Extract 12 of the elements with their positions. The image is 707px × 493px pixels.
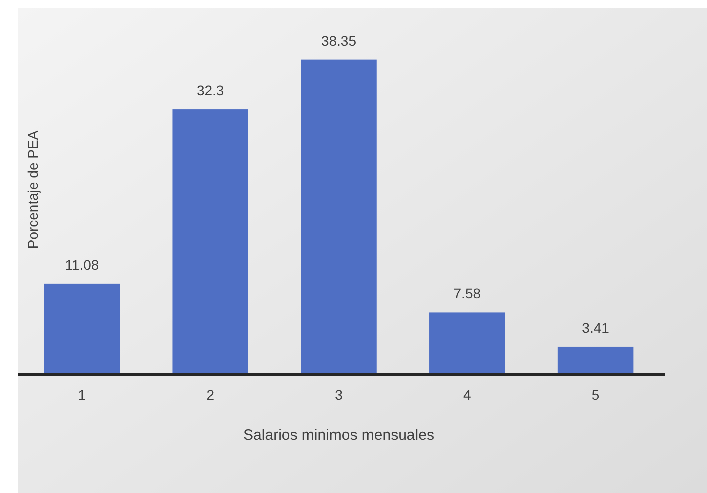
x-tick-label: 3: [335, 387, 344, 403]
data-label: 11.08: [65, 256, 100, 273]
y-axis-title: Porcentaje de PEA: [25, 130, 41, 250]
data-label: 38.35: [321, 32, 357, 49]
x-tick-label: 4: [464, 387, 472, 403]
x-tick-label: 5: [592, 387, 600, 403]
data-label: 32.3: [196, 82, 224, 99]
data-label: 7.58: [454, 286, 482, 302]
x-tick-label: 2: [206, 387, 215, 403]
x-axis-title: Salarios minimos mensuales: [244, 427, 434, 444]
data-label: 3.41: [582, 320, 610, 336]
x-tick-label: 1: [78, 387, 86, 403]
